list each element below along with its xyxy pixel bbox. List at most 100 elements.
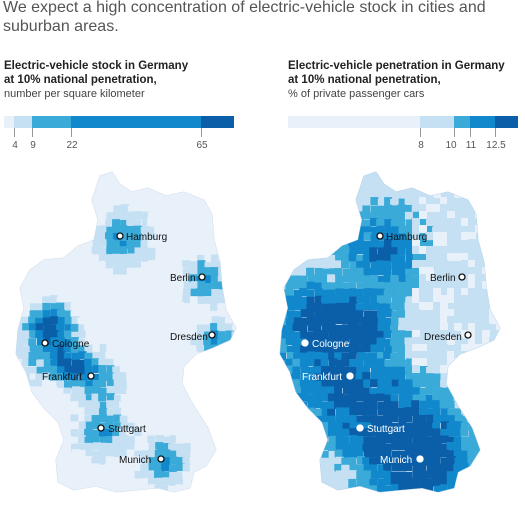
map-cell (91, 309, 100, 318)
map-cell (35, 323, 44, 332)
map-cell (112, 240, 121, 249)
map-cell (320, 232, 329, 241)
map-cell (49, 268, 58, 277)
map-cell (78, 485, 87, 492)
map-cell (218, 225, 227, 234)
map-cell (78, 303, 87, 312)
map-cell (503, 330, 511, 338)
map-cell (412, 415, 421, 424)
map-cell (154, 225, 163, 234)
map-cell (190, 498, 198, 506)
map-cell (224, 408, 233, 417)
map-cell (454, 288, 462, 296)
map-cell (239, 429, 247, 437)
map-cell (71, 198, 80, 207)
map-cell (63, 393, 72, 402)
map-cell (57, 456, 66, 465)
map-cell (495, 176, 500, 185)
map-cell (369, 288, 378, 297)
map-cell (306, 366, 315, 375)
map-cell (306, 457, 315, 466)
map-cell (85, 212, 94, 221)
map-cell (475, 316, 483, 324)
map-cell (433, 218, 441, 226)
map-cell (182, 331, 191, 340)
map-cell (496, 197, 500, 205)
map-cell (383, 470, 392, 479)
map-cell (313, 225, 322, 234)
map-cell (8, 176, 16, 184)
map-cell (106, 400, 115, 409)
map-cell (285, 449, 294, 458)
map-cell (148, 372, 157, 381)
map-cell (113, 386, 122, 395)
map-cell (113, 337, 122, 346)
map-cell (307, 443, 316, 452)
map-cell (362, 177, 371, 186)
map-cell (8, 213, 15, 221)
map-cell (321, 198, 330, 207)
map-cell (84, 478, 93, 487)
map-cell (454, 246, 462, 254)
map-cell (56, 204, 65, 213)
map-cell (503, 358, 511, 366)
map-cell (42, 499, 50, 507)
map-cell (141, 190, 150, 199)
map-cell (57, 491, 66, 492)
map-cell (126, 379, 135, 388)
map-cell (77, 380, 86, 389)
map-cell (299, 177, 308, 186)
map-cell (189, 261, 198, 270)
map-cell (197, 296, 206, 305)
map-cell (272, 275, 280, 283)
map-cell (292, 457, 301, 466)
map-cell (98, 358, 107, 367)
map-cell (49, 191, 58, 200)
map-cell (440, 246, 448, 254)
right-legend-segment-2 (420, 116, 454, 128)
map-cell (134, 253, 143, 262)
map-cell (334, 337, 343, 346)
map-cell (489, 184, 498, 193)
map-cell (218, 400, 227, 409)
map-cell (16, 449, 23, 458)
map-cell (503, 233, 511, 241)
map-cell (168, 373, 177, 382)
map-cell (63, 288, 72, 297)
map-cell (411, 303, 420, 312)
map-cell (299, 282, 308, 291)
map-cell (426, 337, 434, 345)
map-cell (342, 449, 351, 458)
map-cell (183, 233, 192, 242)
map-cell (127, 337, 136, 346)
map-cell (42, 310, 51, 319)
map-cell (447, 316, 455, 324)
map-cell (335, 253, 344, 262)
map-cell (419, 407, 428, 416)
map-cell (92, 386, 101, 395)
map-cell (196, 288, 205, 297)
map-cell (363, 428, 372, 437)
map-cell (468, 302, 476, 310)
map-cell (334, 400, 343, 409)
map-cell (405, 233, 414, 242)
map-cell (92, 352, 101, 361)
map-cell (356, 331, 365, 340)
map-cell (439, 464, 448, 473)
city-label-dresden: Dresden (170, 332, 208, 343)
map-cell (71, 331, 80, 340)
map-cell (468, 380, 477, 389)
map-cell (341, 212, 350, 221)
map-cell (355, 449, 364, 458)
map-cell (426, 330, 434, 338)
right-tick-label-4: 12.5 (486, 140, 506, 151)
map-cell (321, 303, 330, 312)
map-cell (211, 198, 220, 207)
map-cell (411, 205, 420, 214)
map-cell (35, 260, 44, 269)
map-cell (475, 478, 484, 487)
map-cell (475, 211, 484, 220)
map-cell (299, 428, 308, 437)
map-cell (314, 288, 323, 297)
map-cell (496, 289, 500, 298)
